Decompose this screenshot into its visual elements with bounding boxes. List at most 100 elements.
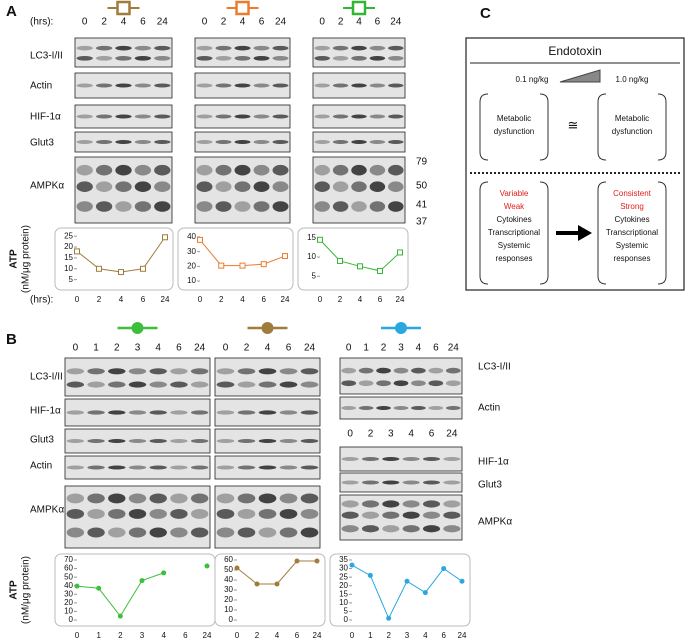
band — [369, 164, 386, 176]
band — [215, 181, 232, 192]
y-tick-label: 30 — [64, 589, 73, 598]
band — [66, 465, 85, 470]
lane-label: 24 — [304, 343, 316, 354]
lane-label: 1 — [363, 343, 369, 354]
dose: 1.0 ng/kg — [616, 75, 649, 84]
mw-marker: 41 — [416, 200, 428, 211]
band — [108, 465, 126, 470]
point — [377, 267, 383, 274]
panel-label: B — [6, 331, 17, 348]
lane-label: 4 — [240, 17, 246, 28]
band — [253, 45, 270, 51]
x-tick-label: 0 — [350, 631, 355, 640]
y-tick-label: 0 — [344, 615, 349, 624]
band — [445, 380, 461, 387]
x-tick-label: 6 — [183, 631, 188, 640]
y-tick-label: 20 — [339, 581, 348, 590]
text: dysfunction — [494, 127, 534, 136]
point — [197, 236, 203, 243]
lane-label: 0 — [347, 429, 353, 440]
band — [76, 45, 93, 51]
band — [314, 201, 330, 212]
band — [87, 508, 105, 519]
band — [402, 457, 420, 461]
band — [369, 45, 386, 51]
band — [170, 527, 188, 538]
blot — [64, 455, 211, 480]
point — [357, 263, 363, 270]
x-tick-label: 6 — [295, 631, 300, 640]
band — [76, 114, 93, 119]
point — [161, 570, 167, 576]
point — [234, 565, 240, 571]
icon-marker — [395, 322, 407, 334]
text: responses — [496, 254, 533, 263]
band — [216, 410, 235, 415]
y-tick-label: 0 — [69, 615, 74, 624]
y-tick-label: 20 — [64, 242, 73, 251]
band — [95, 83, 113, 88]
bracket — [479, 181, 549, 285]
band — [272, 55, 289, 61]
x-tick-label: 3 — [405, 631, 410, 640]
band — [66, 381, 85, 388]
band — [351, 201, 367, 212]
y-tick-label: 40 — [187, 232, 196, 241]
band — [237, 439, 256, 443]
x-tick-label: 2 — [338, 295, 343, 304]
lane-label: 3 — [135, 343, 141, 354]
point — [404, 578, 410, 584]
band — [314, 181, 330, 192]
band — [388, 114, 404, 119]
band — [300, 410, 319, 415]
lane-label: 6 — [375, 17, 381, 28]
y-tick-label: 15 — [64, 253, 73, 262]
row-label: HIF-1α — [30, 112, 61, 123]
blot — [339, 472, 463, 493]
band — [332, 140, 349, 144]
band — [66, 493, 85, 504]
band — [376, 406, 391, 410]
x-tick-label: 24 — [281, 295, 290, 304]
band — [332, 181, 349, 192]
chart-frame — [54, 553, 216, 627]
blot — [194, 37, 291, 68]
row-label: Actin — [30, 461, 52, 472]
lane-label: 0 — [346, 343, 352, 354]
band — [95, 55, 113, 61]
band — [149, 493, 167, 504]
point — [74, 248, 80, 255]
band — [272, 181, 289, 192]
y-tick-label: 60 — [64, 564, 73, 573]
band — [341, 525, 359, 533]
band — [428, 367, 444, 374]
lane-label: 6 — [429, 429, 435, 440]
band — [128, 527, 147, 538]
band — [190, 410, 209, 415]
lane-label: 4 — [121, 17, 127, 28]
band — [87, 527, 105, 538]
band — [234, 45, 251, 51]
y-tick-label: 50 — [224, 565, 233, 574]
x-tick-label: 1 — [96, 631, 101, 640]
point — [162, 234, 168, 241]
x-tick-label: 2 — [386, 631, 391, 640]
y-tick-label: 10 — [224, 605, 233, 614]
text: Metabolic — [497, 114, 531, 123]
lane-label: 2 — [338, 17, 344, 28]
band — [215, 83, 232, 88]
band — [445, 406, 461, 410]
lane-label: 0 — [202, 17, 208, 28]
point — [274, 581, 280, 587]
point — [204, 563, 210, 569]
band — [314, 164, 330, 176]
point — [397, 249, 403, 256]
text: responses — [614, 254, 651, 263]
band — [190, 527, 209, 538]
x-tick-label: 24 — [396, 295, 405, 304]
band — [361, 525, 380, 533]
band — [341, 457, 359, 461]
band — [115, 164, 132, 176]
lane-label: 2 — [244, 343, 250, 354]
x-tick-label: 4 — [161, 631, 166, 640]
